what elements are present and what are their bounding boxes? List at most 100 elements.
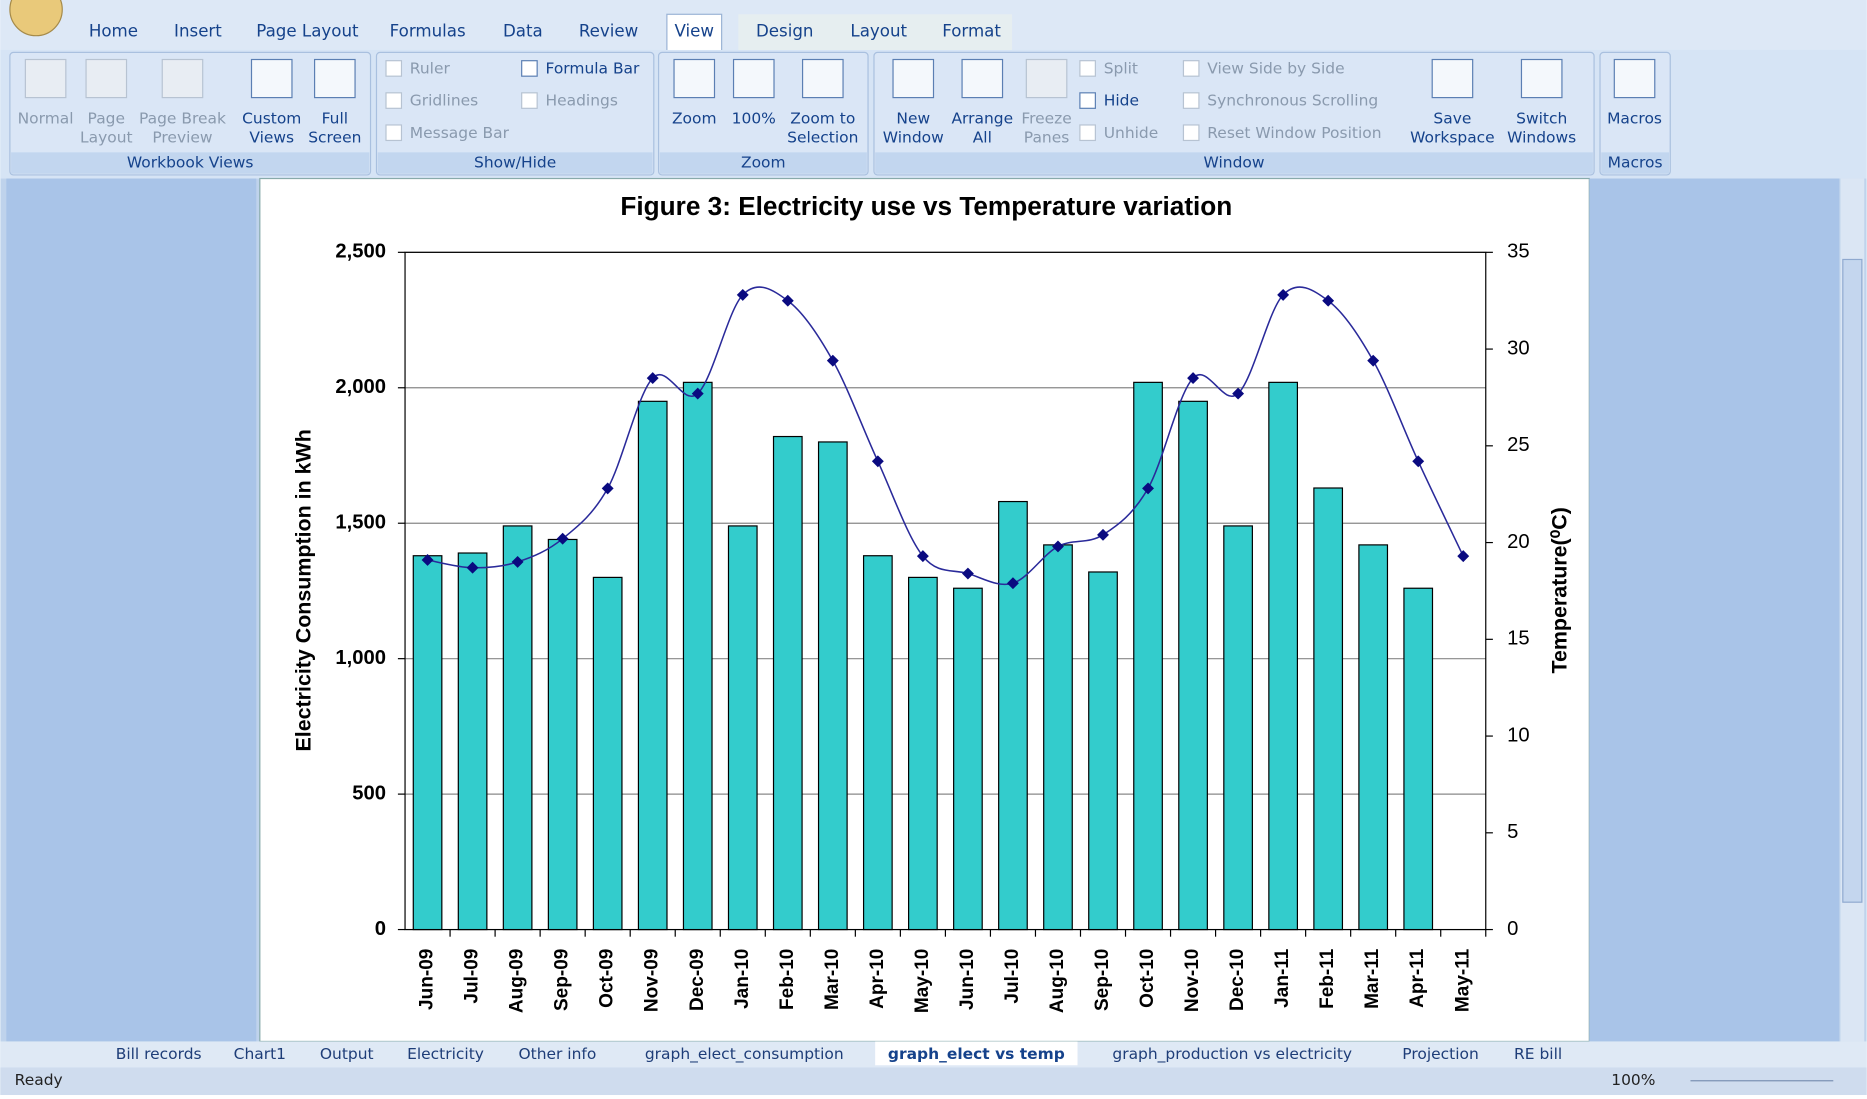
button-label[interactable]: Custom [242,110,301,128]
button-label[interactable]: Windows [1507,129,1576,147]
y2-tick-label: 0 [1507,918,1518,940]
button-icon[interactable] [1026,60,1066,98]
sheet-tab[interactable]: Other info [518,1045,596,1063]
option-label[interactable]: Reset Window Position [1207,124,1381,142]
option-label[interactable]: View Side by Side [1207,60,1344,78]
button-label[interactable]: New [896,110,930,128]
option-label[interactable]: Formula Bar [545,60,640,78]
x-tick-label: Nov-10 [1182,949,1203,1012]
button-icon[interactable] [893,60,933,98]
button-label[interactable]: Workspace [1410,129,1495,147]
option-box[interactable] [522,93,537,108]
y-tick-label: 2,000 [335,376,386,398]
y2-tick-label: 5 [1507,821,1518,843]
button-label[interactable]: Normal [18,110,74,128]
button-label[interactable]: Full [322,110,348,128]
y2-tick-label: 30 [1507,337,1529,359]
option-label[interactable]: Unhide [1104,124,1159,142]
option-box[interactable] [1183,61,1198,76]
button-icon[interactable] [803,60,843,98]
button-label[interactable]: Zoom to [790,110,855,128]
x-tick-label: Apr-11 [1407,948,1428,1008]
left-margin [6,179,256,1042]
sheet-tab[interactable]: graph_elect_consumption [645,1045,844,1064]
button-label[interactable]: 100% [732,110,776,128]
sheet-tab[interactable]: Bill records [116,1045,202,1063]
ribbon-tab[interactable]: Page Layout [256,22,359,41]
ribbon-tab[interactable]: Home [89,22,138,41]
button-label[interactable]: Macros [1607,110,1662,128]
button-icon[interactable] [86,60,126,98]
button-icon[interactable] [25,60,65,98]
option-label[interactable]: Split [1104,60,1138,78]
sheet-tab[interactable]: Electricity [407,1045,484,1063]
button-label[interactable]: Freeze [1021,110,1071,128]
option-box[interactable] [1080,61,1095,76]
button-icon[interactable] [1432,60,1472,98]
ribbon-tab[interactable]: View [675,22,715,41]
button-icon[interactable] [734,60,774,98]
button-label[interactable]: Page [88,110,125,128]
sheet-tab[interactable]: graph_production vs electricity [1112,1045,1352,1064]
ribbon-tab[interactable]: Formulas [390,22,466,41]
option-box[interactable] [1183,125,1198,140]
ribbon-tab[interactable]: Insert [174,22,222,41]
ribbon-tab[interactable]: Layout [850,22,907,41]
sheet-tab[interactable]: Projection [1402,1045,1479,1063]
button-label[interactable]: Zoom [672,110,717,128]
option-box[interactable] [386,93,401,108]
button-label[interactable]: Views [249,129,294,147]
sheet-tab[interactable]: graph_elect vs temp [888,1045,1065,1063]
x-tick-label: May-11 [1452,948,1473,1012]
button-label[interactable]: Switch [1516,110,1567,128]
option-label[interactable]: Ruler [410,60,451,78]
zoom-level[interactable]: 100% [1611,1071,1655,1089]
option-label[interactable]: Gridlines [410,92,478,110]
option-label[interactable]: Headings [545,92,617,110]
button-label[interactable]: All [973,129,992,147]
button-label[interactable]: Arrange [951,110,1013,128]
bar [1224,526,1253,930]
button-label[interactable]: Save [1433,110,1471,128]
sheet-tab[interactable]: Output [320,1045,374,1063]
button-icon[interactable] [315,60,355,98]
option-box[interactable] [386,61,401,76]
v-scroll-thumb[interactable] [1843,259,1862,902]
y2-tick-label: 10 [1507,724,1529,746]
option-label[interactable]: Synchronous Scrolling [1207,92,1378,110]
button-label[interactable]: Panes [1024,129,1070,147]
option-label[interactable]: Message Bar [410,124,510,142]
option-box[interactable] [386,125,401,140]
button-label[interactable]: Selection [787,129,858,147]
button-icon[interactable] [1614,60,1654,98]
x-tick-label: Oct-10 [1137,949,1158,1008]
bar [999,502,1028,930]
button-icon[interactable] [674,60,714,98]
ribbon-tab[interactable]: Design [756,22,814,41]
bar [728,526,757,930]
ribbon-tab[interactable]: Format [942,22,1001,41]
option-box[interactable] [1080,93,1095,108]
option-box[interactable] [1183,93,1198,108]
option-label[interactable]: Hide [1104,92,1139,110]
bar [1179,401,1208,929]
ribbon-tab[interactable]: Data [503,22,543,41]
option-box[interactable] [1080,125,1095,140]
sheet-tab[interactable]: Chart1 [234,1045,286,1063]
group-label: Workbook Views [127,154,254,172]
button-icon[interactable] [162,60,202,98]
button-label[interactable]: Window [883,129,944,147]
button-label[interactable]: Preview [152,129,212,147]
button-label[interactable]: Screen [308,129,361,147]
button-icon[interactable] [252,60,292,98]
button-icon[interactable] [1521,60,1561,98]
bar [864,556,893,930]
x-tick-label: Mar-10 [822,949,843,1010]
option-box[interactable] [522,61,537,76]
button-icon[interactable] [962,60,1002,98]
button-label[interactable]: Layout [80,129,133,147]
sheet-tab[interactable]: RE bill [1514,1045,1562,1063]
button-label[interactable]: Page Break [139,110,226,128]
y2-tick-label: 15 [1507,628,1529,650]
ribbon-tab[interactable]: Review [579,22,638,41]
